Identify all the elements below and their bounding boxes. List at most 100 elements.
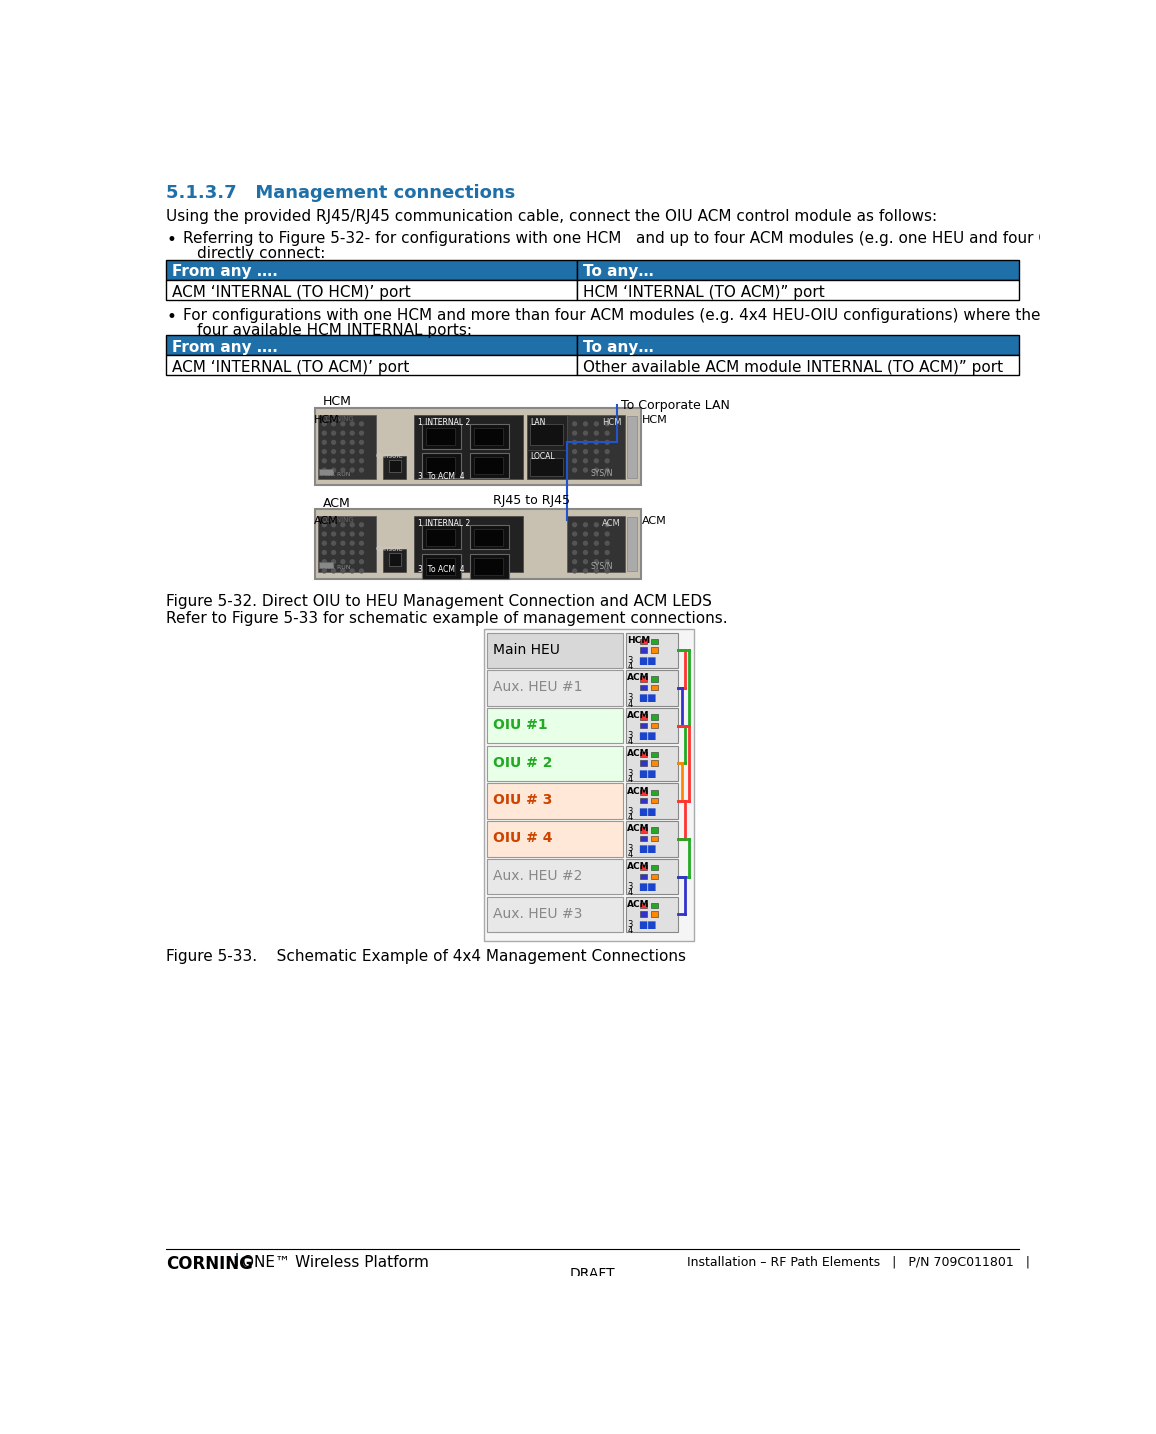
Bar: [314, 409, 640, 486]
Circle shape: [360, 541, 363, 545]
Text: HCM: HCM: [323, 396, 351, 409]
Circle shape: [594, 541, 599, 545]
Circle shape: [584, 569, 587, 572]
Bar: [470, 525, 509, 549]
Text: OIU # 4: OIU # 4: [494, 832, 553, 845]
Text: 3: 3: [628, 919, 632, 929]
Text: HCM ‘INTERNAL (TO ACM)” port: HCM ‘INTERNAL (TO ACM)” port: [583, 284, 825, 300]
Circle shape: [606, 523, 609, 526]
Bar: [474, 427, 503, 445]
Text: ■■: ■■: [638, 919, 657, 929]
Text: Refer to Figure 5-33 for schematic example of management connections.: Refer to Figure 5-33 for schematic examp…: [166, 611, 728, 627]
Text: ■■: ■■: [638, 769, 657, 779]
Text: 5.1.3.7   Management connections: 5.1.3.7 Management connections: [166, 185, 516, 202]
Text: ACM: ACM: [628, 674, 650, 683]
Bar: [487, 822, 623, 856]
Text: ONE™ Wireless Platform: ONE™ Wireless Platform: [242, 1255, 429, 1269]
Text: ACM: ACM: [313, 515, 339, 525]
Circle shape: [594, 569, 599, 572]
Bar: [651, 865, 658, 870]
Circle shape: [323, 450, 326, 453]
Circle shape: [360, 422, 363, 426]
Text: SYS/N: SYS/N: [590, 469, 613, 478]
Bar: [651, 714, 658, 720]
Text: ■■: ■■: [638, 845, 657, 855]
Circle shape: [332, 432, 335, 435]
Bar: [639, 751, 647, 757]
Bar: [318, 414, 376, 479]
Text: Console: Console: [376, 453, 403, 459]
Bar: [639, 873, 647, 879]
Bar: [422, 525, 461, 549]
Circle shape: [341, 532, 344, 536]
Circle shape: [572, 432, 577, 435]
Bar: [470, 453, 509, 478]
Text: 1 INTERNAL 2: 1 INTERNAL 2: [418, 417, 470, 427]
Circle shape: [572, 459, 577, 463]
Bar: [625, 896, 679, 932]
Text: RJ45 to RJ45: RJ45 to RJ45: [494, 493, 570, 508]
Circle shape: [360, 559, 363, 564]
Text: OIU # 3: OIU # 3: [494, 793, 553, 807]
Text: 4: 4: [628, 663, 632, 671]
Bar: [318, 515, 376, 572]
Text: OIU # 2: OIU # 2: [494, 756, 553, 770]
Circle shape: [360, 450, 363, 453]
Text: From any ….: From any ….: [172, 264, 279, 280]
Text: HCM: HCM: [602, 417, 621, 427]
Text: ■■: ■■: [638, 655, 657, 665]
Text: Referring to Figure 5-32- for configurations with one HCM   and up to four ACM m: Referring to Figure 5-32- for configurat…: [184, 231, 1119, 245]
Circle shape: [606, 440, 609, 445]
Bar: [414, 515, 523, 572]
Text: ACM: ACM: [628, 862, 650, 870]
Text: Console: Console: [376, 546, 403, 552]
Bar: [625, 708, 679, 743]
Circle shape: [584, 422, 587, 426]
Bar: [639, 647, 647, 652]
Text: •: •: [166, 308, 176, 326]
Text: ACM: ACM: [628, 711, 650, 720]
Text: 4: 4: [628, 737, 632, 746]
Text: Aux. HEU #3: Aux. HEU #3: [494, 906, 583, 921]
Circle shape: [341, 523, 344, 526]
Bar: [470, 554, 509, 579]
Circle shape: [572, 551, 577, 555]
Bar: [651, 790, 658, 794]
Circle shape: [323, 440, 326, 445]
Text: 3: 3: [628, 806, 632, 816]
Bar: [625, 746, 679, 782]
Circle shape: [606, 532, 609, 536]
Text: CORNING: CORNING: [321, 518, 354, 523]
Bar: [651, 903, 658, 908]
Circle shape: [323, 432, 326, 435]
Text: HCM: HCM: [628, 635, 651, 645]
Text: 3: 3: [628, 882, 632, 891]
Text: Other available ACM module INTERNAL (TO ACM)” port: Other available ACM module INTERNAL (TO …: [583, 360, 1003, 374]
Bar: [531, 424, 563, 446]
Circle shape: [332, 459, 335, 463]
Text: 3  To ACM  4: 3 To ACM 4: [418, 472, 465, 480]
Circle shape: [584, 440, 587, 445]
Bar: [166, 336, 577, 356]
Circle shape: [350, 422, 354, 426]
Circle shape: [332, 450, 335, 453]
Circle shape: [332, 559, 335, 564]
Text: Aux. HEU #1: Aux. HEU #1: [494, 680, 583, 694]
Circle shape: [606, 432, 609, 435]
Text: ■■: ■■: [638, 806, 657, 816]
Circle shape: [594, 450, 599, 453]
Bar: [651, 638, 658, 644]
Bar: [651, 873, 658, 879]
Bar: [651, 836, 658, 842]
Bar: [166, 356, 577, 376]
Circle shape: [350, 532, 354, 536]
Bar: [425, 427, 455, 445]
Circle shape: [584, 450, 587, 453]
Circle shape: [572, 440, 577, 445]
Circle shape: [350, 551, 354, 555]
Circle shape: [360, 569, 363, 572]
Text: 4: 4: [628, 700, 632, 708]
Circle shape: [323, 467, 326, 472]
Bar: [388, 460, 401, 472]
Bar: [484, 630, 694, 941]
